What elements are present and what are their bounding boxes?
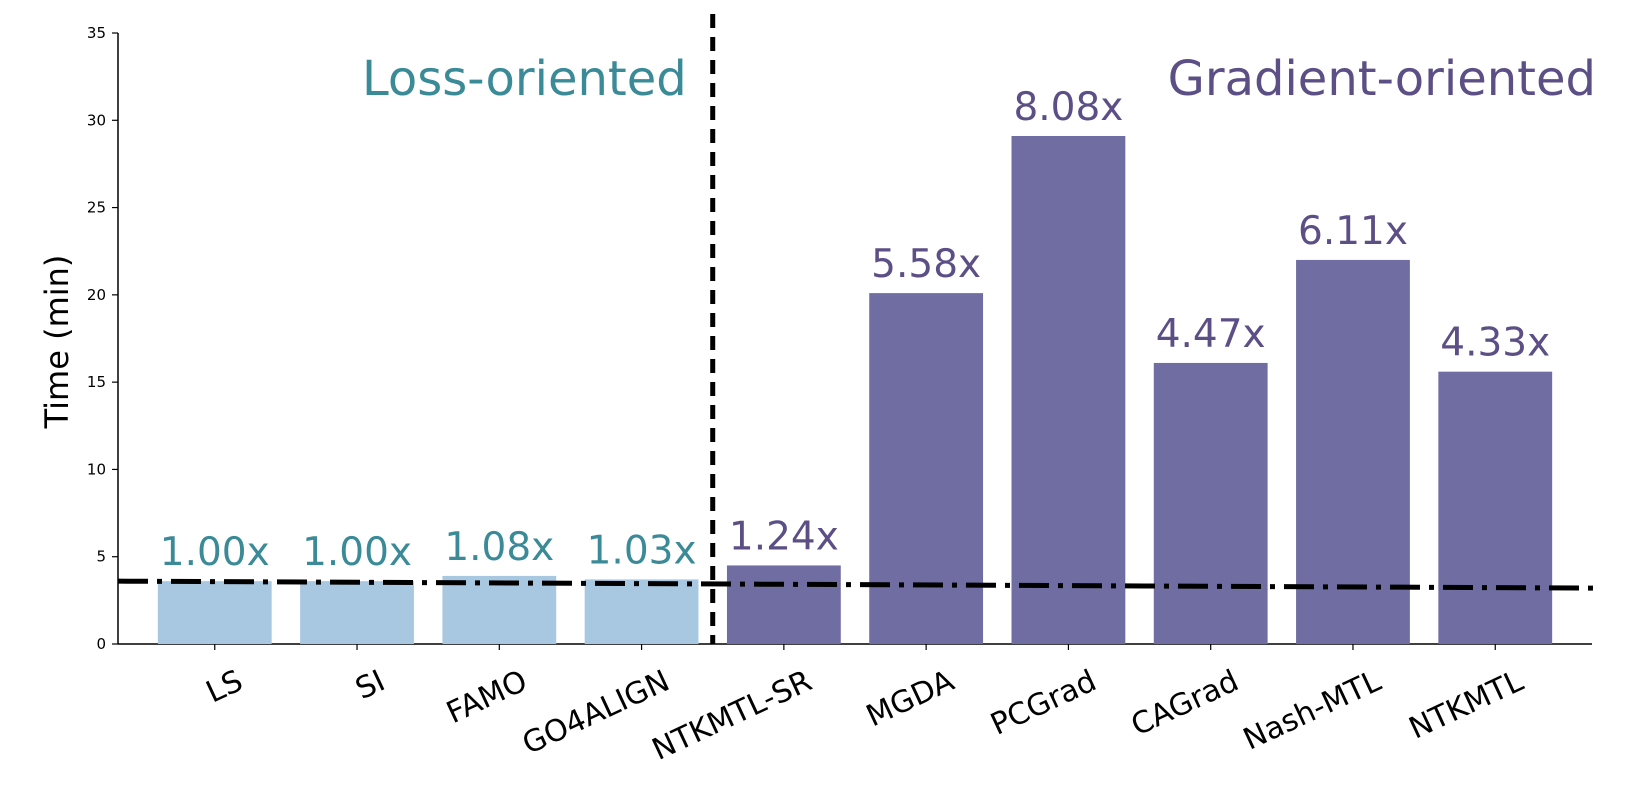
x-tick-label: PCGrad	[985, 664, 1101, 743]
bar-famo	[442, 575, 557, 644]
labels: 1.00x 1.00x 1.08x 1.03x 1.24x 5.58x 8.08x 4.47x…	[160, 51, 1596, 575]
bar-value-label: 4.33x	[1440, 321, 1550, 366]
bars	[157, 135, 1553, 645]
y-tick-label: 30	[87, 111, 106, 129]
bar-si	[300, 581, 414, 644]
x-tick-label: CAGrad	[1126, 664, 1244, 744]
y-tick-label: 0	[96, 635, 106, 653]
overlays	[117, 14, 1601, 644]
x-tick-label: LS	[201, 664, 248, 711]
y-tick-label: 5	[96, 548, 106, 566]
reference-line	[117, 578, 1601, 591]
bar-value-label: 1.03x	[587, 528, 697, 573]
y-tick-label: 20	[87, 286, 106, 304]
bar-value-label: 6.11x	[1298, 209, 1408, 254]
x-tick-label: MGDA	[861, 663, 960, 734]
y-axis-title: Time (min)	[38, 255, 76, 430]
bar-value-label: 1.24x	[729, 514, 839, 559]
y-tick-label: 25	[87, 199, 106, 217]
bar-value-label: 1.08x	[444, 525, 554, 570]
bar-value-label: 5.58x	[871, 242, 981, 287]
bar-value-label: 8.08x	[1013, 85, 1123, 130]
bar-value-label: 4.47x	[1156, 312, 1266, 357]
bar-value-label: 1.00x	[302, 530, 412, 575]
bar-mgda	[869, 293, 984, 644]
x-tick-label: NTKMTL-SR	[647, 664, 817, 768]
bar-ntkmtl	[1438, 371, 1553, 644]
group-title-loss-oriented: Loss-oriented	[362, 51, 687, 107]
x-tick-label: FAMO	[441, 664, 532, 731]
bar-pcgrad	[1011, 135, 1126, 645]
bar-go4align	[584, 579, 699, 644]
bar-ls	[157, 581, 272, 644]
y-tick-label: 10	[87, 460, 106, 478]
group-title-gradient-oriented: Gradient-oriented	[1168, 51, 1596, 107]
x-tick-label: SI	[350, 664, 390, 708]
x-tick-label: NTKMTL	[1404, 663, 1529, 746]
bar-cagrad	[1153, 362, 1268, 644]
y-tick-label: 35	[87, 24, 106, 42]
x-tick-label: Nash-MTL	[1238, 663, 1386, 757]
bar-value-label: 1.00x	[160, 530, 270, 575]
bar-nash-mtl	[1296, 259, 1410, 644]
y-tick-label: 15	[87, 373, 106, 391]
bar-ntkmtl-sr	[726, 565, 841, 644]
